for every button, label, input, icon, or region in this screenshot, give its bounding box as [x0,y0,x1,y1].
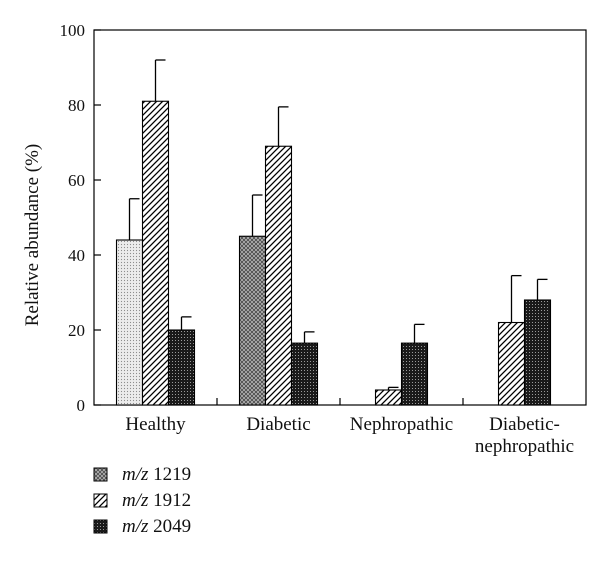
legend-swatch-2049 [93,519,108,534]
y-axis-title: Relative abundance (%) [22,144,43,327]
bars-layer [115,100,552,406]
legend-swatch-1219 [93,467,108,482]
category-label: Healthy [125,414,186,435]
legend-prefix: m/z [122,490,149,511]
bar-1912 [264,145,293,406]
legend-number: 1219 [148,464,191,485]
bar-2049 [400,342,429,406]
legend-label: m/z 1219 [122,464,191,485]
category-label: Nephropathic [350,414,453,435]
y-tick-label: 60 [68,171,85,190]
category-label: nephropathic [475,436,574,457]
category-label: Diabetic [246,414,310,435]
bar-1912 [374,389,403,406]
error-bars-layer [128,59,548,390]
y-tick-label: 0 [77,396,86,415]
y-tick-label: 40 [68,246,85,265]
y-tick-label: 20 [68,321,85,340]
category-label: Diabetic- [489,414,560,435]
legend-prefix: m/z [122,516,149,537]
axes: 0 20 40 60 80 100 Healthy Diabetic Nephropathic D… [60,21,575,457]
bar-1219 [115,239,144,406]
y-tick-label: 100 [60,21,86,40]
legend-swatch-1912 [93,493,108,508]
bar-2049 [290,342,319,406]
bar-2049 [167,329,196,406]
legend-prefix: m/z [122,464,149,485]
legend-number: 2049 [148,516,191,537]
bar-2049 [523,299,552,406]
y-tick-label: 80 [68,96,85,115]
bar-1912 [141,100,170,406]
bar-1912 [497,321,526,406]
legend-label: m/z 1912 [122,490,191,511]
bar-1219 [238,235,267,406]
legend-label: m/z 2049 [122,516,191,537]
legend-number: 1912 [148,490,191,511]
